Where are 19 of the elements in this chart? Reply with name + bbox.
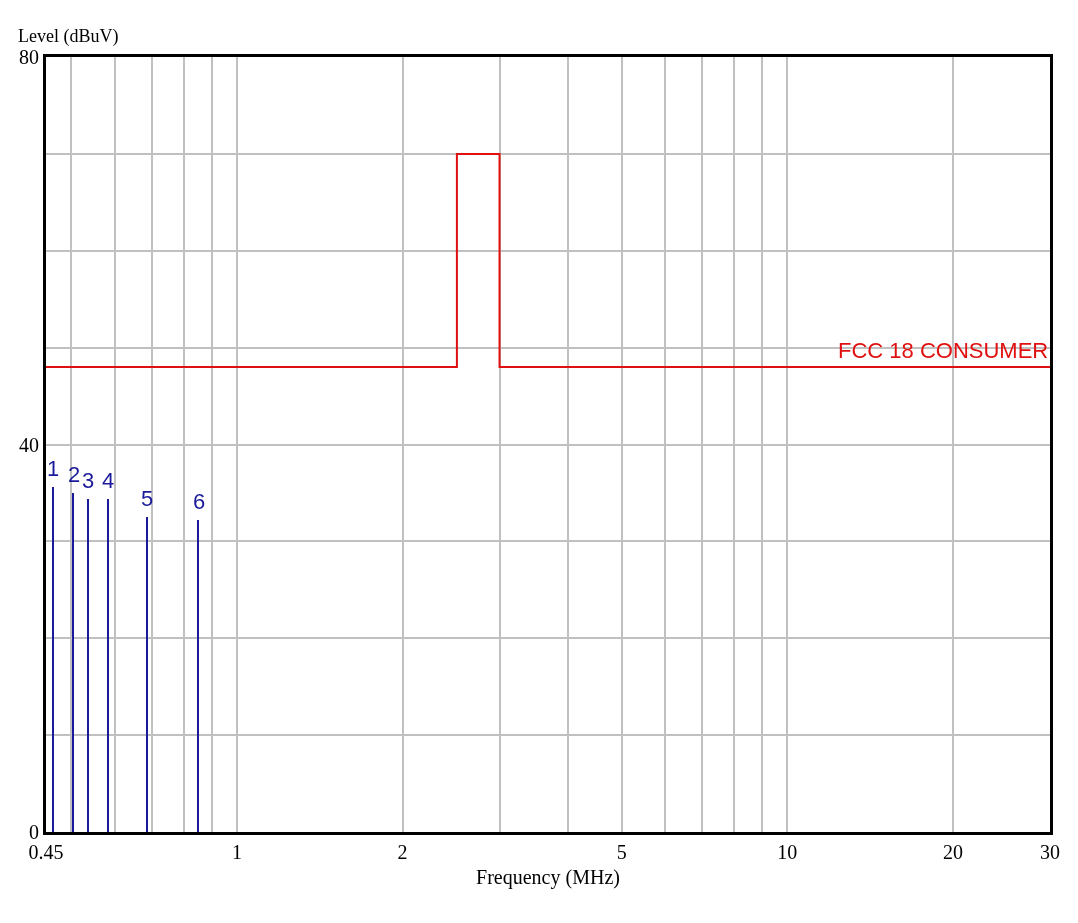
- x-tick-label: 10: [777, 841, 798, 863]
- y-tick-label: 0: [29, 821, 39, 843]
- x-tick-label: 1: [231, 841, 242, 863]
- annotation: 1: [47, 456, 60, 481]
- y-tick-label: 40: [19, 433, 39, 456]
- x-tick-label: 5: [616, 841, 627, 863]
- annotation: 5: [141, 486, 154, 511]
- annotation: 2: [68, 462, 81, 487]
- y-axis-title: Level (dBuV): [18, 26, 119, 47]
- x-tick-label: 0.45: [28, 841, 64, 863]
- annotation: 4: [102, 468, 115, 493]
- x-axis-title: Frequency (MHz): [476, 865, 620, 889]
- x-tick-label: 2: [397, 841, 408, 863]
- y-tick-label: 80: [19, 46, 39, 68]
- annotation: 6: [193, 489, 206, 514]
- series-label: FCC 18 CONSUMER: [838, 338, 1049, 363]
- annotation: 3: [82, 468, 95, 493]
- x-tick-label: 20: [943, 841, 964, 863]
- x-tick-label: 30: [1040, 841, 1060, 863]
